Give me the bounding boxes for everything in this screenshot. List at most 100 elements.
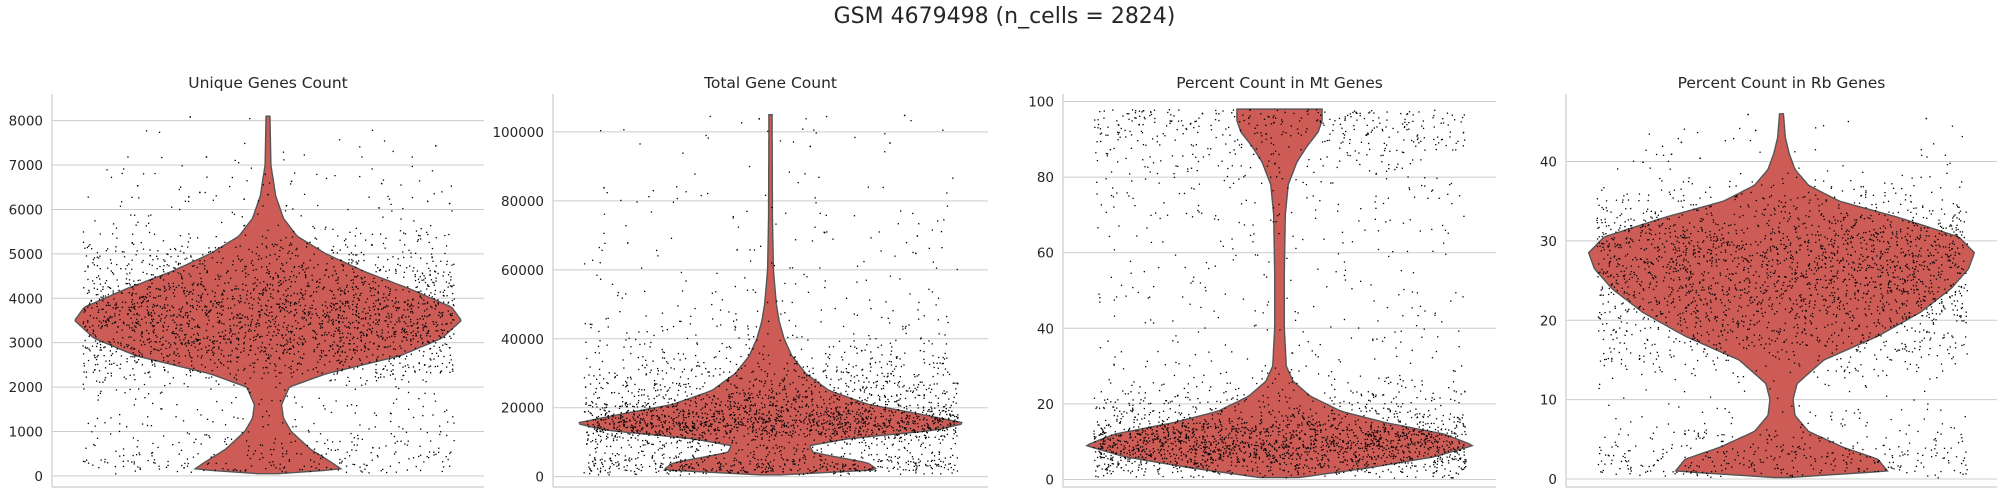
data-point [655, 463, 657, 465]
data-point [266, 284, 269, 287]
data-point [221, 331, 224, 333]
data-point [221, 409, 223, 411]
data-point [253, 371, 255, 373]
data-point [762, 421, 764, 423]
data-point [107, 319, 110, 321]
data-point [908, 417, 910, 420]
data-point [727, 400, 729, 402]
data-point [115, 308, 117, 310]
data-point [352, 321, 354, 324]
data-point [406, 355, 408, 357]
data-point [88, 304, 90, 306]
y-tick-label: 8000 [9, 114, 43, 130]
data-point [767, 463, 770, 465]
data-point [197, 294, 200, 297]
data-point [887, 436, 890, 438]
data-point [390, 363, 392, 365]
data-point [768, 389, 771, 391]
data-point [888, 421, 890, 423]
data-point [713, 395, 715, 397]
data-point [848, 386, 850, 388]
data-point [222, 305, 224, 307]
data-point [131, 301, 133, 303]
data-point [853, 382, 856, 384]
data-point [655, 390, 657, 392]
data-point [133, 404, 135, 406]
data-point [294, 302, 296, 304]
data-point [260, 305, 262, 307]
data-point [357, 316, 360, 318]
data-point [805, 391, 807, 393]
data-point [352, 288, 354, 291]
data-point [907, 390, 909, 392]
data-point [338, 320, 340, 323]
data-point [665, 442, 667, 444]
data-point [282, 352, 284, 354]
data-point [670, 437, 672, 439]
data-point [101, 308, 103, 310]
data-point [196, 326, 198, 328]
data-point [102, 286, 104, 288]
data-point [723, 445, 725, 447]
data-point [205, 314, 207, 317]
data-point [87, 278, 89, 281]
data-point [132, 454, 134, 457]
data-point [355, 305, 357, 307]
data-point [793, 407, 796, 409]
data-point [742, 407, 744, 409]
data-point [904, 397, 907, 400]
data-point [669, 463, 671, 465]
data-point [434, 400, 437, 402]
data-point [181, 464, 183, 467]
data-point [127, 313, 129, 316]
data-point [138, 197, 140, 199]
data-point [929, 428, 931, 430]
data-point [704, 423, 706, 425]
data-point [130, 317, 132, 319]
data-point [402, 314, 404, 316]
data-point [451, 264, 453, 266]
data-point [437, 330, 439, 332]
data-point [430, 305, 432, 307]
data-point [782, 471, 784, 473]
data-point [175, 327, 177, 330]
data-point [404, 244, 406, 246]
data-point [773, 396, 775, 398]
data-point [844, 433, 846, 435]
data-point [924, 434, 926, 437]
data-point [301, 406, 303, 408]
data-point [414, 370, 416, 372]
data-point [822, 426, 824, 428]
data-point [259, 282, 261, 284]
data-point [953, 396, 955, 399]
data-point [340, 259, 343, 261]
data-point [301, 344, 304, 346]
data-point [842, 463, 844, 465]
data-point [644, 444, 646, 446]
data-point [434, 289, 437, 292]
data-point [214, 300, 216, 302]
data-point [321, 304, 324, 306]
data-point [702, 472, 704, 474]
data-point [728, 371, 731, 373]
data-point [380, 376, 382, 378]
data-point [728, 346, 730, 348]
data-point [144, 343, 146, 346]
data-point [200, 277, 202, 280]
data-point [183, 339, 185, 341]
data-point [946, 315, 948, 318]
data-point [383, 368, 385, 370]
data-point [417, 239, 419, 241]
data-point [279, 463, 281, 465]
data-point [250, 262, 252, 264]
data-point [270, 453, 273, 456]
data-point [791, 403, 793, 405]
data-point [139, 454, 141, 456]
data-point [694, 472, 696, 474]
data-point [909, 452, 911, 454]
data-point [859, 433, 861, 435]
data-point [654, 402, 657, 404]
data-point [375, 414, 377, 417]
data-point [704, 433, 706, 435]
data-point [909, 293, 911, 295]
